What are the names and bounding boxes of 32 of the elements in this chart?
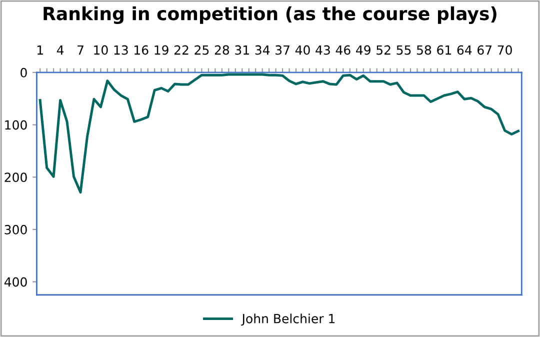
x-tick-label: 16 bbox=[134, 45, 148, 55]
x-tick-label: 46 bbox=[336, 45, 350, 55]
x-tick-label: 34 bbox=[255, 45, 270, 55]
x-tick-label: 43 bbox=[316, 45, 330, 55]
x-tick-label: 10 bbox=[94, 45, 108, 55]
x-tick-label: 19 bbox=[154, 45, 168, 55]
x-tick-label: 67 bbox=[478, 45, 492, 55]
x-tick-label: 64 bbox=[457, 45, 472, 55]
x-tick-label: 22 bbox=[174, 45, 188, 55]
x-tick-label: 13 bbox=[114, 45, 128, 55]
x-tick-label: 61 bbox=[437, 45, 451, 55]
line-series bbox=[38, 73, 520, 194]
y-tick-label: 300 bbox=[4, 224, 27, 234]
x-tick-label: 1 bbox=[37, 45, 43, 55]
x-tick-label: 55 bbox=[396, 45, 411, 55]
y-tick-label: 0 bbox=[20, 68, 27, 78]
x-tick-label: 25 bbox=[194, 45, 209, 55]
y-tick-label: 100 bbox=[5, 120, 27, 130]
x-tick-label: 37 bbox=[276, 45, 290, 55]
x-tick-label: 4 bbox=[56, 45, 64, 55]
x-tick-label: 31 bbox=[235, 45, 249, 55]
chart-title: Ranking in competition (as the course plays) bbox=[44, 6, 496, 24]
x-tick-label: 40 bbox=[295, 45, 310, 55]
x-tick-label: 70 bbox=[498, 45, 512, 55]
x-tick-label: 58 bbox=[416, 45, 432, 55]
x-tick-label: 52 bbox=[376, 45, 390, 55]
y-tick-label: 200 bbox=[4, 172, 27, 182]
x-tick-label: 7 bbox=[78, 45, 84, 55]
x-tick-label: 49 bbox=[356, 45, 370, 55]
x-tick-label: 28 bbox=[214, 45, 230, 55]
legend-label: John Belchier 1 bbox=[241, 314, 335, 326]
y-tick-label: 400 bbox=[4, 277, 27, 287]
